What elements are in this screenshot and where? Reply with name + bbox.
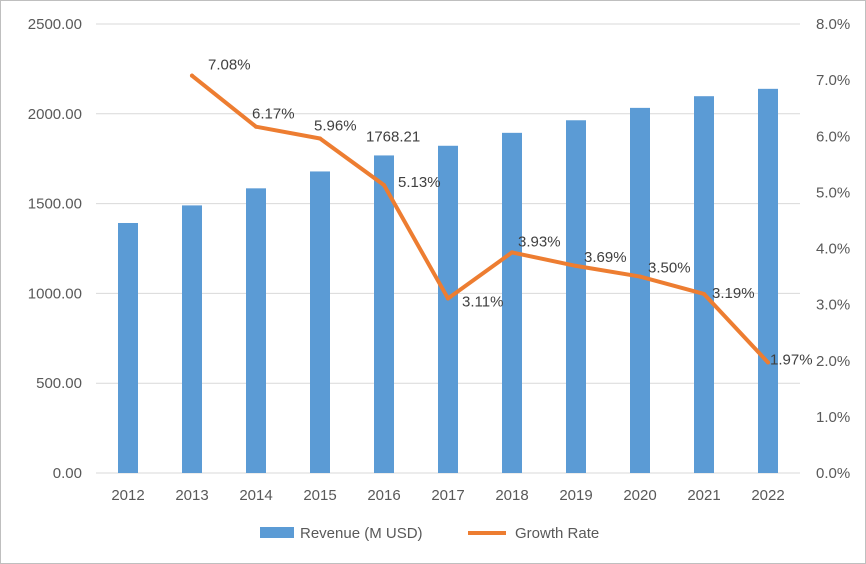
revenue-bar <box>566 120 586 474</box>
right-tick-label: 0.0% <box>816 465 850 482</box>
x-tick-label: 2012 <box>111 487 144 504</box>
x-tick-label: 2018 <box>495 487 528 504</box>
data-labels: 1768.21 7.08% 6.17% 5.96% 5.13% 3.11% 3.93% 3.6… <box>208 57 813 369</box>
revenue-bar <box>758 88 778 473</box>
growth-data-label: 3.11% <box>462 293 503 310</box>
growth-line <box>190 73 770 365</box>
growth-data-label: 6.17% <box>252 106 295 123</box>
growth-data-label: 3.69% <box>584 249 627 266</box>
revenue-bar <box>118 222 138 473</box>
left-tick-label: 1500.00 <box>28 196 82 213</box>
revenue-bars <box>118 88 778 474</box>
left-tick-label: 2000.00 <box>28 106 82 123</box>
revenue-bar <box>438 145 458 473</box>
growth-rate-point <box>510 250 514 255</box>
growth-rate-point <box>574 263 578 268</box>
x-tick-label: 2015 <box>303 487 336 504</box>
right-tick-label: 3.0% <box>816 297 850 314</box>
right-axis: 0.0% 1.0% 2.0% 3.0% 4.0% 5.0% 6.0% 7.0% 8.0% <box>816 16 850 482</box>
growth-rate-point <box>190 73 194 78</box>
growth-rate-point <box>702 291 706 296</box>
growth-data-label: 5.13% <box>398 174 441 191</box>
legend-swatch-revenue <box>260 527 294 538</box>
growth-rate-point <box>318 136 322 141</box>
growth-rate-point <box>254 124 258 129</box>
growth-rate-point <box>638 274 642 279</box>
x-tick-label: 2021 <box>687 487 720 504</box>
x-axis: 2012 2013 2014 2015 2016 2017 2018 2019 2020 2021… <box>111 487 784 504</box>
x-tick-label: 2017 <box>431 487 464 504</box>
x-tick-label: 2014 <box>239 487 272 504</box>
x-tick-label: 2019 <box>559 487 592 504</box>
revenue-bar <box>630 107 650 473</box>
revenue-bar <box>502 132 522 474</box>
growth-data-label: 5.96% <box>314 117 357 134</box>
growth-data-label: 3.19% <box>712 285 755 302</box>
revenue-bar <box>694 96 714 473</box>
legend-label-revenue: Revenue (M USD) <box>300 525 423 542</box>
gridlines <box>96 23 800 474</box>
left-axis: 0.00 500.00 1000.00 1500.00 2000.00 2500.00 <box>28 16 82 482</box>
right-tick-label: 4.0% <box>816 241 850 258</box>
x-tick-label: 2013 <box>175 487 208 504</box>
legend-label-growth: Growth Rate <box>515 525 599 542</box>
x-tick-label: 2020 <box>623 487 656 504</box>
growth-data-label: 7.08% <box>208 57 251 74</box>
revenue-bar <box>374 155 394 473</box>
growth-data-label: 1.97% <box>770 351 813 368</box>
right-tick-label: 7.0% <box>816 72 850 89</box>
growth-data-label: 3.50% <box>648 260 691 277</box>
growth-rate-point <box>382 183 386 188</box>
x-tick-label: 2016 <box>367 487 400 504</box>
growth-rate-point <box>446 296 450 301</box>
left-tick-label: 2500.00 <box>28 16 82 33</box>
revenue-bar <box>246 188 266 474</box>
growth-data-label: 3.93% <box>518 233 561 250</box>
left-tick-label: 500.00 <box>36 375 82 392</box>
right-tick-label: 1.0% <box>816 409 850 426</box>
left-tick-label: 1000.00 <box>28 285 82 302</box>
x-tick-label: 2022 <box>751 487 784 504</box>
right-tick-label: 6.0% <box>816 128 850 145</box>
right-tick-label: 2.0% <box>816 353 850 370</box>
growth-rate-point <box>766 360 770 365</box>
growth-rate-line <box>190 73 770 365</box>
legend: Revenue (M USD) Growth Rate <box>260 525 599 542</box>
revenue-bar <box>182 205 202 473</box>
revenue-bar <box>310 171 330 473</box>
revenue-data-label: 1768.21 <box>366 128 420 145</box>
right-tick-label: 8.0% <box>816 16 850 33</box>
left-tick-label: 0.00 <box>53 465 82 482</box>
right-tick-label: 5.0% <box>816 184 850 201</box>
